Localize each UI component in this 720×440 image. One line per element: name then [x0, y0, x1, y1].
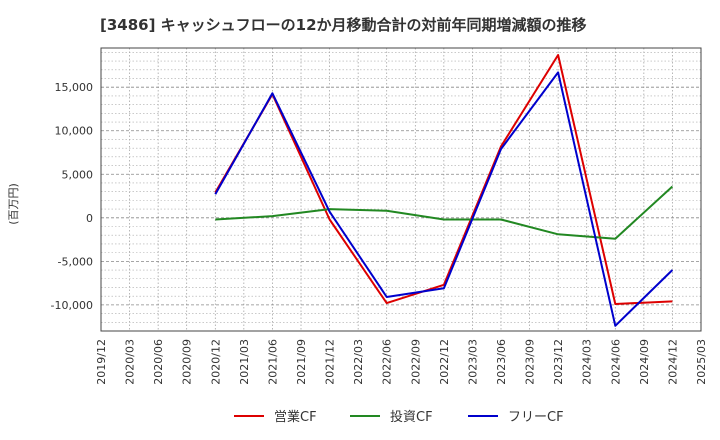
x-tick-label: 2024/09 — [638, 339, 651, 385]
x-tick-label: 2020/06 — [152, 339, 165, 385]
plot-frame — [100, 47, 702, 332]
x-tick-label: 2024/12 — [666, 339, 679, 385]
y-tick-label: -5,000 — [58, 255, 93, 268]
x-tick-label: 2025/03 — [695, 339, 708, 385]
x-tick-label: 2023/03 — [466, 339, 479, 385]
x-tick-label: 2022/12 — [438, 339, 451, 385]
x-tick-label: 2022/03 — [352, 339, 365, 385]
x-tick-label: 2023/09 — [524, 339, 537, 385]
x-tick-label: 2022/09 — [409, 339, 422, 385]
x-tick-label: 2024/06 — [609, 339, 622, 385]
x-tick-label: 2023/12 — [552, 339, 565, 385]
y-axis-label: (百万円) — [7, 183, 20, 225]
series-line — [214, 54, 673, 305]
x-tick-label: 2024/03 — [581, 339, 594, 385]
x-tick-label: 2020/12 — [209, 339, 222, 385]
y-tick-label: -10,000 — [51, 299, 93, 312]
y-axis: -10,000 -5,000 0 5,000 10,000 15,000 — [51, 81, 93, 312]
x-axis: 2019/12 2020/03 2020/06 2020/09 2020/12 2021/… — [95, 339, 708, 385]
x-tick-label: 2019/12 — [95, 339, 108, 385]
y-tick-label: 10,000 — [55, 125, 94, 138]
x-tick-label: 2020/09 — [181, 339, 194, 385]
x-tick-label: 2023/06 — [495, 339, 508, 385]
x-tick-label: 2020/03 — [124, 339, 137, 385]
legend-label: フリーCF — [508, 410, 564, 425]
legend-label: 営業CF — [274, 409, 317, 425]
x-tick-label: 2021/12 — [324, 339, 337, 385]
x-tick-label: 2021/06 — [266, 339, 279, 385]
x-tick-label: 2021/03 — [238, 339, 251, 385]
y-tick-label: 0 — [86, 212, 93, 225]
x-tick-label: 2022/06 — [381, 339, 394, 385]
series-line — [214, 71, 674, 327]
legend: 営業CF 投資CF フリーCF — [234, 409, 564, 425]
grid — [101, 48, 701, 331]
chart-title: [3486] キャッシュフローの12か月移動合計の対前年同期増減額の推移 — [100, 16, 587, 34]
x-tick-label: 2021/09 — [295, 339, 308, 385]
series-lines — [214, 54, 674, 327]
y-tick-label: 5,000 — [62, 168, 94, 181]
legend-label: 投資CF — [390, 409, 433, 425]
y-tick-label: 15,000 — [55, 81, 94, 94]
